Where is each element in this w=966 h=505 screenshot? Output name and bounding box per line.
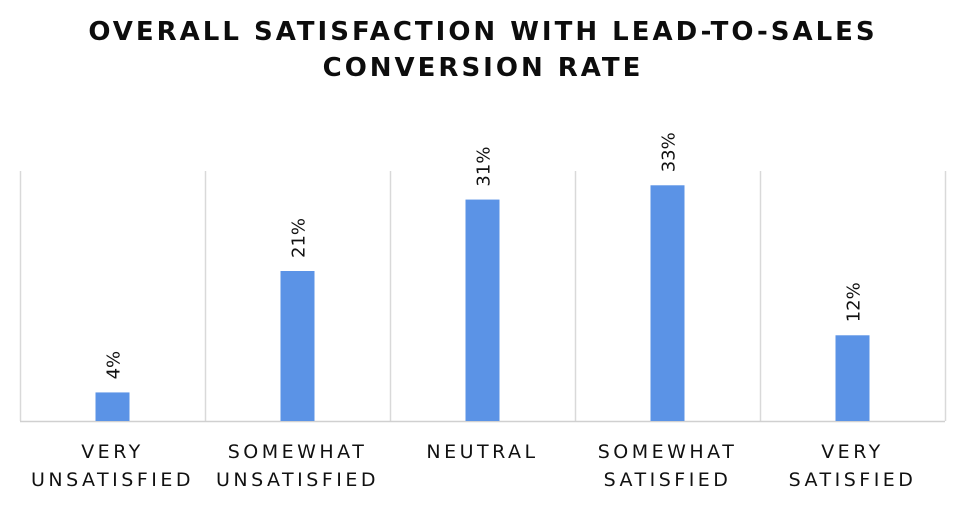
category-label-4: SOMEWHAT SATISFIED — [575, 438, 760, 494]
data-label-1: 4% — [104, 351, 125, 380]
category-label-2: SOMEWHAT UNSATISFIED — [205, 438, 390, 494]
category-label-3: NEUTRAL — [390, 438, 575, 466]
data-label-2: 21% — [289, 218, 310, 258]
bar-4 — [650, 185, 685, 421]
data-label-4: 33% — [659, 132, 680, 172]
chart-title: OVERALL SATISFACTION WITH LEAD-TO-SALES … — [0, 14, 966, 86]
bar-1 — [95, 392, 130, 421]
category-label-1: VERY UNSATISFIED — [20, 438, 205, 494]
data-label-3: 31% — [474, 147, 495, 187]
category-label-5: VERY SATISFIED — [760, 438, 945, 494]
category-label-line: VERY — [821, 441, 884, 463]
chart-title-line-2: CONVERSION RATE — [322, 53, 644, 83]
chart-title-line-1: OVERALL SATISFACTION WITH LEAD-TO-SALES — [88, 17, 878, 47]
category-label-line: NEUTRAL — [426, 441, 539, 463]
category-label-line: SATISFIED — [603, 469, 732, 491]
data-label-5: 12% — [844, 282, 865, 322]
category-label-line: VERY — [81, 441, 144, 463]
bar-5 — [835, 335, 870, 421]
bar-2 — [280, 271, 315, 421]
category-label-line: SOMEWHAT — [597, 441, 738, 463]
category-label-line: UNSATISFIED — [31, 469, 194, 491]
category-label-line: SOMEWHAT — [227, 441, 368, 463]
category-label-line: UNSATISFIED — [216, 469, 379, 491]
bar-3 — [465, 199, 500, 421]
category-label-line: SATISFIED — [788, 469, 917, 491]
